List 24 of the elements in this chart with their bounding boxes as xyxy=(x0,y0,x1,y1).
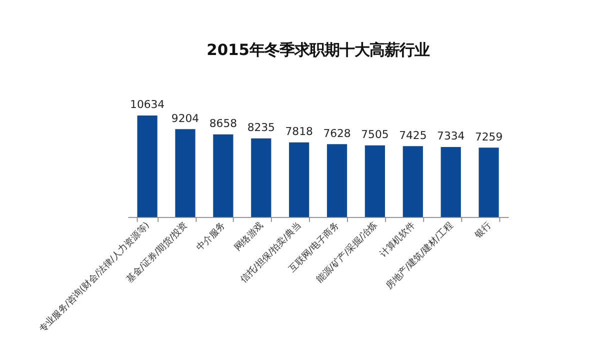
bar xyxy=(175,129,196,217)
bar xyxy=(364,145,386,217)
bar xyxy=(402,146,423,217)
data-label: 7628 xyxy=(323,126,351,140)
data-label: 9204 xyxy=(171,112,200,125)
data-label: 7505 xyxy=(361,128,389,142)
data-label: 7818 xyxy=(285,125,313,138)
bar xyxy=(440,146,461,217)
x-tick-label: 中介服务 xyxy=(194,220,228,254)
bar xyxy=(478,148,499,217)
x-tick-label: 银行 xyxy=(472,220,494,242)
bar xyxy=(251,138,272,217)
data-label: 7334 xyxy=(437,130,465,143)
bar xyxy=(137,115,158,217)
data-label: 7425 xyxy=(399,128,427,142)
data-label: 7259 xyxy=(474,130,503,144)
bar xyxy=(326,144,348,217)
data-label: 8235 xyxy=(247,121,275,134)
bar xyxy=(289,142,310,217)
data-label: 8658 xyxy=(209,117,238,130)
data-label: 10634 xyxy=(130,98,165,112)
bar xyxy=(213,134,234,217)
chart-title: 2015年冬季求职期十大高薪行业 xyxy=(206,40,430,59)
x-tick-label: 网络游戏 xyxy=(232,220,266,254)
